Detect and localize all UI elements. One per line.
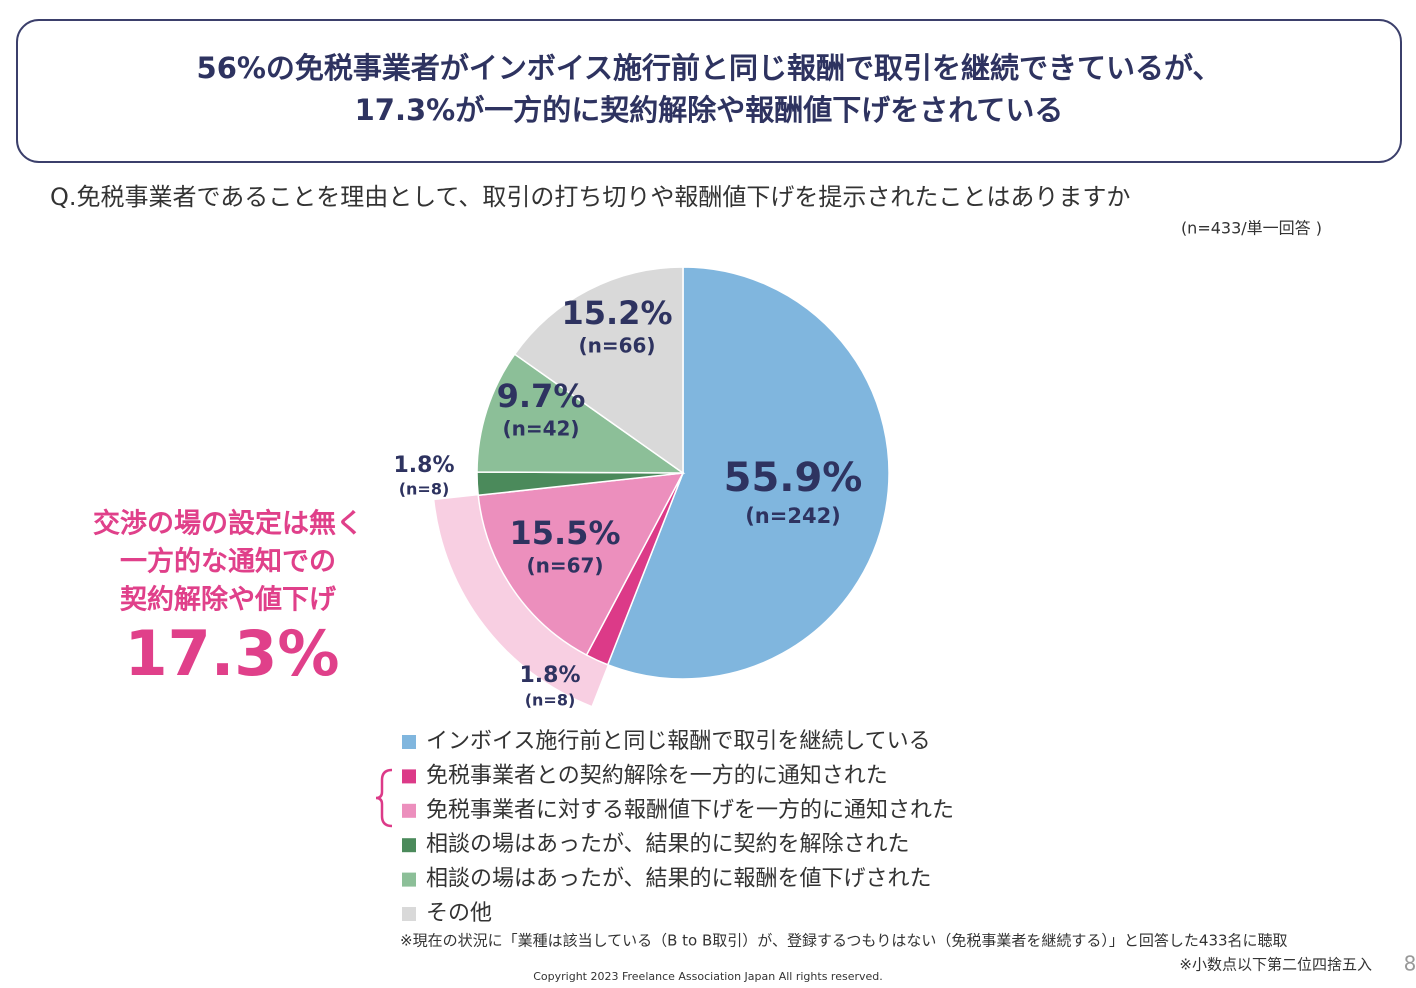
pie-slice bbox=[606, 266, 890, 680]
legend-label: 免税事業者との契約解除を一方的に通知された bbox=[426, 763, 888, 788]
legend-label: インボイス施行前と同じ報酬で取引を継続している bbox=[426, 729, 931, 754]
sample-note: (n=433/単一回答 ) bbox=[1181, 219, 1322, 238]
legend-swatch bbox=[402, 872, 416, 887]
callout-text: 契約解除や値下げ bbox=[120, 584, 337, 616]
legend-swatch bbox=[402, 838, 416, 853]
page-number: 8 bbox=[1404, 952, 1416, 976]
count-label: (n=67) bbox=[526, 554, 603, 578]
footnote: ※現在の状況に「業種は該当している（B to B取引）が、登録するつもりはない（… bbox=[400, 932, 1288, 950]
value-label: 1.8% bbox=[519, 663, 580, 688]
title-box bbox=[16, 19, 1402, 163]
callout-text: 交渉の場の設定は無く bbox=[93, 508, 363, 540]
legend-label: その他 bbox=[426, 901, 492, 926]
pie bbox=[434, 266, 890, 706]
value-label: 15.5% bbox=[509, 514, 620, 552]
count-label: (n=242) bbox=[745, 504, 841, 528]
count-label: (n=66) bbox=[578, 334, 655, 358]
footnote: ※小数点以下第二位四捨五入 bbox=[1179, 956, 1372, 974]
pie-slice bbox=[476, 353, 686, 474]
legend-swatch bbox=[402, 735, 416, 749]
copyright: Copyright 2023 Freelance Association Jap… bbox=[533, 970, 883, 983]
legend-bracket bbox=[375, 768, 393, 828]
legend-label: 免税事業者に対する報酬値下げを一方的に通知された bbox=[426, 798, 954, 823]
question: Q.免税事業者であることを理由として、取引の打ち切りや報酬値下げを提示されたこと… bbox=[50, 183, 1130, 211]
count-label: (n=8) bbox=[399, 480, 450, 499]
legend-label: 相談の場はあったが、結果的に契約を解除された bbox=[426, 832, 910, 857]
value-label: 1.8% bbox=[393, 453, 454, 478]
pie-slice bbox=[513, 266, 684, 475]
value-label: 9.7% bbox=[497, 377, 586, 415]
value-label: 55.9% bbox=[724, 455, 863, 501]
legend-swatch bbox=[402, 907, 416, 921]
title-line: 17.3%が一方的に契約解除や報酬値下げをされている bbox=[355, 93, 1064, 127]
value-label: 15.2% bbox=[561, 294, 672, 332]
title-line: 56%の免税事業者がインボイス施行前と同じ報酬で取引を継続できているが、 bbox=[197, 51, 1222, 85]
callout-text: 一方的な通知での bbox=[120, 546, 336, 578]
count-label: (n=8) bbox=[525, 691, 576, 710]
legend-label: 相談の場はあったが、結果的に報酬を値下げされた bbox=[426, 867, 932, 892]
count-label: (n=42) bbox=[502, 417, 579, 441]
callout-value: 17.3% bbox=[124, 617, 339, 690]
pie-slice bbox=[477, 472, 685, 657]
legend-swatch bbox=[402, 769, 416, 784]
legend-swatch bbox=[402, 803, 416, 818]
